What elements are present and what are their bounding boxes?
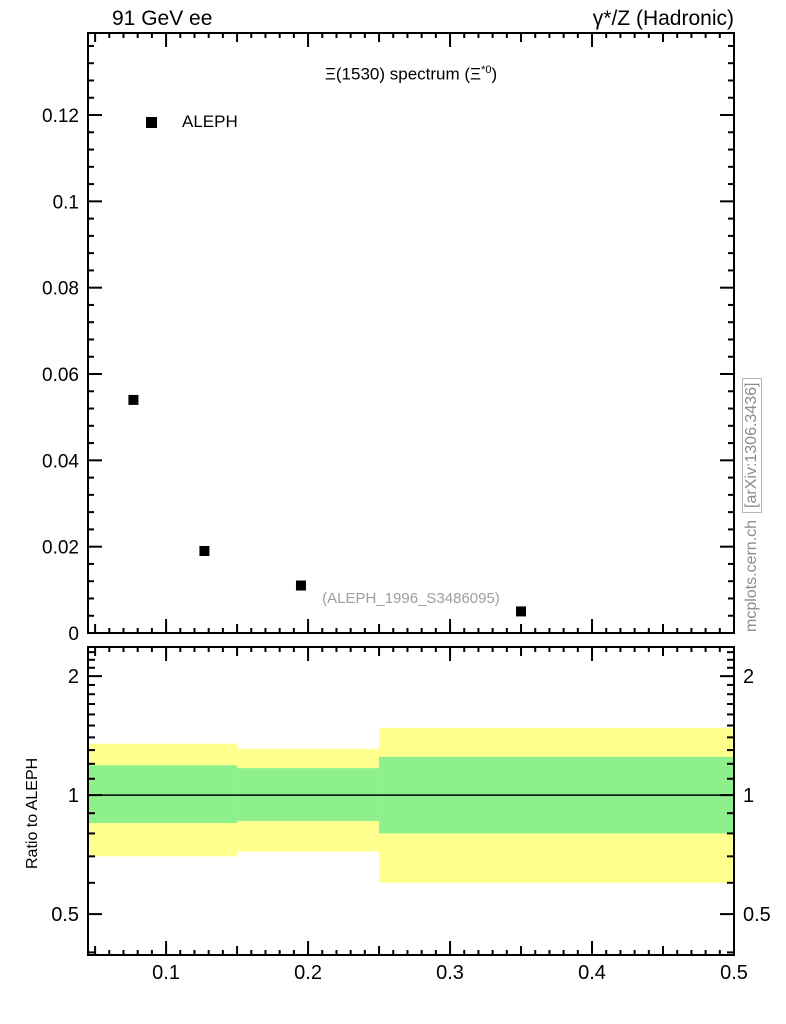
- ratio-y-tick-label-right: 0.5: [743, 904, 771, 926]
- plot-title-close: ): [491, 64, 498, 84]
- attribution-site: mcplots.cern.ch: [743, 519, 760, 632]
- x-tick-label: 0.5: [720, 962, 748, 984]
- y-tick-label: 0.08: [42, 279, 79, 300]
- y-tick-label: 0.1: [53, 192, 79, 213]
- x-tick-label: 0.4: [578, 962, 606, 984]
- plot-title-superscript: *0: [481, 64, 492, 76]
- data-point-aleph: [516, 606, 527, 617]
- plot-title-text: Ξ(1530) spectrum (Ξ: [324, 64, 482, 84]
- y-tick-label: 0.06: [42, 365, 79, 386]
- main-frame: [87, 32, 735, 634]
- analysis-id-watermark: (ALEPH_1996_S3486095): [322, 590, 500, 607]
- beam-energy-label: 91 GeV ee: [112, 7, 213, 30]
- legend-entry-label: ALEPH: [182, 112, 238, 131]
- plot-title: Ξ(1530) spectrum (Ξ*0): [88, 64, 734, 85]
- process-label: γ*/Z (Hadronic): [592, 7, 734, 30]
- ratio-axis-title: Ratio to ALEPH: [24, 757, 41, 869]
- ratio-band-inner: [88, 765, 238, 824]
- ratio-y-tick-label-right: 1: [743, 785, 754, 807]
- ratio-y-tick-label-left: 1: [68, 785, 79, 807]
- ratio-y-tick-label-right: 2: [743, 666, 754, 688]
- y-tick-label: 0: [68, 624, 79, 645]
- data-point-aleph: [295, 580, 306, 591]
- ratio-y-tick-label-left: 0.5: [51, 904, 79, 926]
- y-tick-label: 0.02: [42, 538, 79, 559]
- x-tick-label: 0.1: [152, 962, 180, 984]
- legend-marker-square: [146, 116, 157, 128]
- data-point-aleph: [128, 394, 139, 405]
- y-tick-label: 0.04: [42, 451, 79, 472]
- x-tick-label: 0.2: [294, 962, 322, 984]
- ratio-y-tick-label-left: 2: [68, 666, 79, 688]
- ratio-frame: [87, 646, 735, 956]
- legend: ALEPH: [146, 112, 238, 132]
- y-tick-label: 0.12: [42, 106, 79, 127]
- data-point-aleph: [199, 545, 210, 556]
- attribution-arxiv: [arXiv:1306.3436]: [742, 377, 762, 513]
- attribution-vertical-text: mcplots.cern.ch [arXiv:1306.3436]: [742, 377, 762, 632]
- x-tick-label: 0.3: [436, 962, 464, 984]
